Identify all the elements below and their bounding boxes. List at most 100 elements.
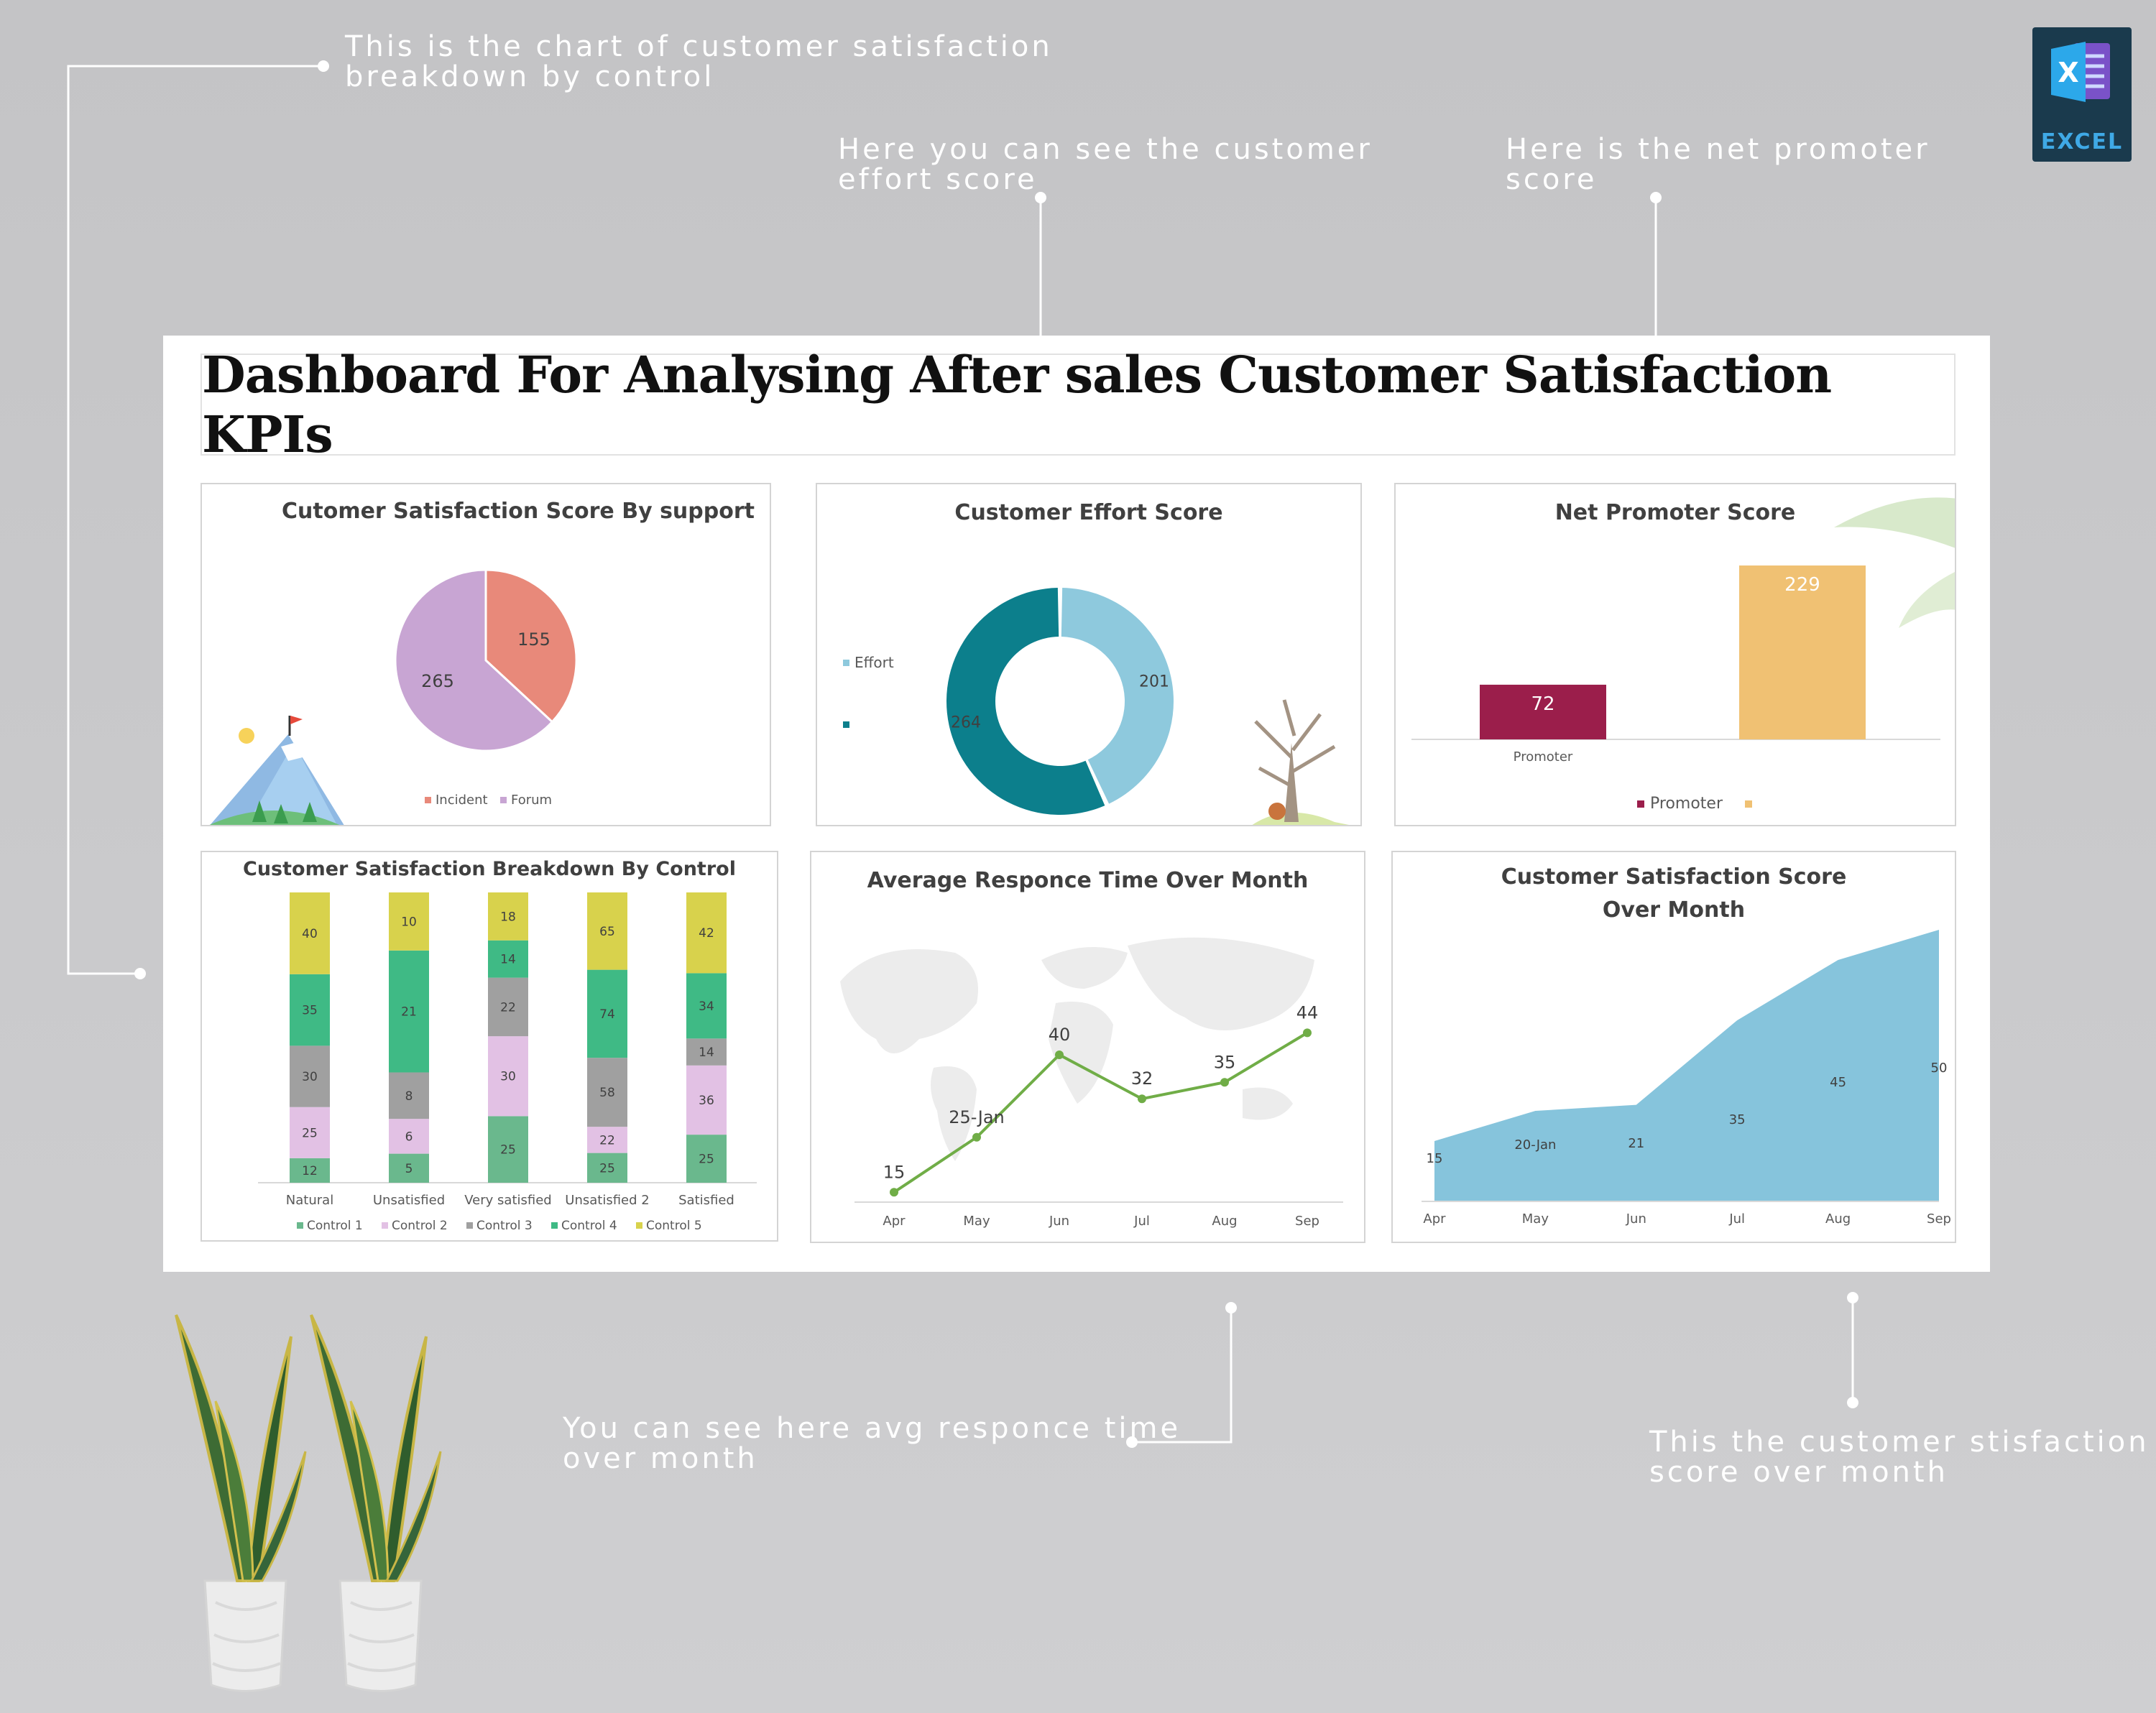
legend-label-1: Control 2 [392, 1219, 448, 1233]
pie-slice-1 [394, 568, 554, 752]
effort-title: Customer Effort Score [954, 500, 1223, 525]
callout-nps: Here is the net promoter score [1506, 133, 1930, 196]
stack-data-label-0-4: 40 [302, 927, 318, 941]
stack-data-label-2-1: 30 [500, 1070, 516, 1084]
line-data-label-2: 40 [1049, 1025, 1071, 1045]
response-svg: 15 Apr 25-Jan May 40 Jun 32 Jul 35 Aug 44 Sep [840, 937, 1343, 1229]
legend-label-0: Promoter [1650, 795, 1723, 813]
stack-data-label-1-2: 8 [405, 1089, 413, 1104]
stack-segment-0-1 [290, 1107, 330, 1158]
stack-segment-4-2 [686, 1038, 727, 1066]
stack-data-label-4-0: 25 [699, 1153, 714, 1167]
stack-segment-2-1 [488, 1036, 528, 1117]
line-point-1 [972, 1132, 981, 1142]
dashboard-title-box: Dashboard For Analysing After sales Cust… [201, 345, 1955, 464]
line-series [893, 1031, 1309, 1193]
stack-data-label-3-2: 58 [599, 1086, 615, 1100]
line-data-label-5: 44 [1296, 1002, 1319, 1022]
breakdown-svg: 12 25 30 35 40 Natural 5 6 8 21 10 Unsatisfied 25 30 2… [258, 892, 757, 1233]
callout-csat-month: This the customer stisfaction score over… [1649, 1426, 2150, 1489]
stack-data-label-2-0: 25 [500, 1143, 516, 1158]
legend-swatch-2 [466, 1222, 473, 1229]
connector-lines [67, 65, 1854, 1444]
pie-data-label-1: 265 [421, 671, 454, 691]
stack-data-label-3-4: 65 [599, 925, 615, 939]
stack-data-label-2-3: 14 [500, 953, 516, 967]
csat-support-svg: 155 265 Incident Forum [209, 568, 578, 825]
line-chart: 15 Apr 25-Jan May 40 Jun 32 Jul 35 Aug 44 Sep [854, 1002, 1343, 1229]
stack-segment-1-1 [389, 1119, 429, 1154]
line-data-label-3: 32 [1131, 1068, 1153, 1089]
dashboard-panel: Dashboard For Analysing After sales Cust… [163, 336, 1990, 1272]
stack-data-label-1-1: 6 [405, 1130, 413, 1144]
connector-dots [134, 60, 1858, 1448]
stack-segment-3-1 [587, 1127, 627, 1153]
stack-segment-4-1 [686, 1065, 727, 1135]
stack-segment-4-3 [686, 973, 727, 1039]
stack-data-label-1-0: 5 [405, 1162, 413, 1176]
stack-data-label-4-1: 36 [699, 1094, 714, 1108]
tree-illustration [1252, 699, 1349, 825]
response-card: 15 Apr 25-Jan May 40 Jun 32 Jul 35 Aug 44 Sep Avera… [810, 851, 1365, 1243]
excel-label: EXCEL [2040, 129, 2124, 154]
pie-data-label-0: 155 [517, 629, 550, 650]
line-data-label-1: 25-Jan [949, 1107, 1005, 1127]
stack-segment-2-4 [488, 892, 528, 941]
stack-segment-1-2 [389, 1072, 429, 1119]
nps-bar-1 [1739, 565, 1866, 739]
nps-bar-0 [1480, 684, 1606, 739]
legend-label-0: Incident [436, 793, 488, 808]
area-category-label-3: Jul [1728, 1211, 1745, 1227]
stacked-bar-chart: 12 25 30 35 40 Natural 5 6 8 21 10 Unsatisfied 25 30 2… [258, 892, 757, 1208]
legend-swatch-4 [636, 1222, 642, 1229]
area-category-label-5: Sep [1927, 1211, 1951, 1227]
nps-data-label-1: 229 [1784, 574, 1820, 596]
nps-category-label-0: Promoter [1514, 749, 1573, 765]
svg-text:X: X [2058, 57, 2078, 88]
leaf-illustration [1834, 497, 1955, 628]
stack-segment-1-3 [389, 950, 429, 1073]
stack-segment-0-4 [290, 892, 330, 974]
legend-swatch-1 [843, 721, 849, 728]
area-category-label-1: May [1522, 1211, 1549, 1227]
stack-data-label-2-4: 18 [500, 910, 516, 924]
excel-badge: X EXCEL [2032, 27, 2132, 162]
stack-segment-0-3 [290, 974, 330, 1046]
stack-segment-0-0 [290, 1158, 330, 1183]
stack-category-label-0: Natural [286, 1193, 333, 1208]
doughnut-data-label-0: 201 [1139, 673, 1169, 691]
csat-month-title: Customer Satisfaction Score Over Month [1501, 864, 1847, 923]
stack-data-label-3-1: 22 [599, 1133, 615, 1148]
line-data-label-4: 35 [1214, 1052, 1236, 1072]
stack-segment-0-2 [290, 1045, 330, 1107]
csat-support-card: 155 265 Incident Forum Cutomer Satisfactio… [201, 483, 771, 826]
stack-data-label-0-2: 30 [302, 1070, 318, 1084]
stacked-bar-legend: Control 1 Control 2 Control 3 Control 4 Cont… [297, 1219, 702, 1233]
line-point-2 [1055, 1051, 1064, 1059]
stack-data-label-0-1: 25 [302, 1126, 318, 1140]
doughnut-data-label-1: 264 [951, 714, 981, 731]
callout-effort: Here you can see the customer effort sco… [838, 133, 1373, 196]
stack-segment-3-3 [587, 969, 627, 1058]
doughnut-chart: 201 264 [946, 588, 1174, 815]
legend-swatch-0 [425, 797, 431, 803]
line-category-label-3: Jul [1133, 1214, 1150, 1229]
line-category-label-2: Jun [1049, 1214, 1069, 1229]
stack-data-label-3-0: 25 [599, 1161, 615, 1176]
nps-card: 72 Promoter 229 Promoter Net Promoter Scor… [1394, 483, 1956, 826]
area-data-label-5: 50 [1931, 1061, 1948, 1076]
stack-category-label-3: Unsatisfied 2 [565, 1193, 649, 1208]
stack-data-label-1-4: 10 [401, 915, 417, 929]
line-point-4 [1220, 1078, 1229, 1087]
stack-segment-2-3 [488, 940, 528, 978]
line-category-label-0: Apr [883, 1214, 906, 1229]
area-category-label-2: Jun [1626, 1211, 1646, 1227]
legend-swatch-0 [843, 660, 849, 666]
legend-label-4: Control 5 [646, 1219, 702, 1233]
stack-segment-1-4 [389, 892, 429, 951]
plant-right-illustration [310, 1314, 442, 1692]
dashboard-title: Dashboard For Analysing After sales Cust… [202, 345, 1832, 464]
legend-swatch-0 [1637, 800, 1644, 808]
line-category-label-5: Sep [1295, 1214, 1319, 1229]
stack-segment-1-0 [389, 1153, 429, 1183]
